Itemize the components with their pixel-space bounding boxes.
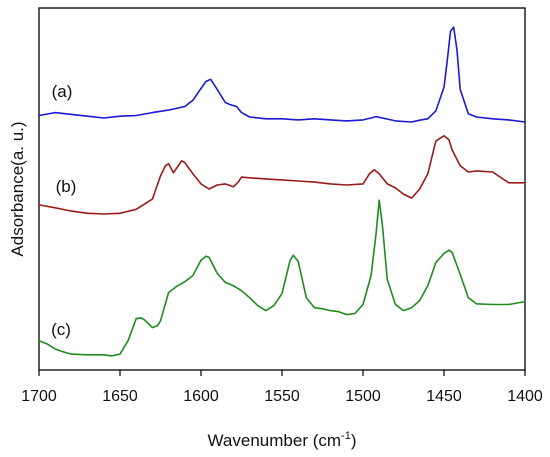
x-tick-label-1700: 1700 [21, 388, 57, 405]
series-label-b: (b) [56, 177, 77, 196]
x-tick-label-1550: 1550 [264, 388, 300, 405]
x-tick-label-1650: 1650 [102, 388, 138, 405]
x-tick-label-1500: 1500 [345, 388, 381, 405]
x-tick-label-1450: 1450 [426, 388, 462, 405]
series-line-c [38, 199, 526, 357]
plot-frame [38, 7, 526, 371]
series-line-b [38, 135, 526, 215]
series-label-c: (c) [51, 320, 71, 339]
series-line-a [38, 26, 526, 123]
series-label-a: (a) [52, 82, 73, 101]
series-layer [38, 26, 526, 357]
x-axis-title: Wavenumber (cm-1) [208, 430, 357, 450]
x-tick-label-1600: 1600 [183, 388, 219, 405]
plot-area [38, 7, 526, 371]
series-tags: (a) (b) (c) [51, 82, 76, 339]
y-axis-title: Adsorbance(a. u.) [8, 121, 27, 256]
x-axis-ticks: 1700 1650 1600 1550 1500 1450 1400 [21, 370, 543, 405]
x-tick-label-1400: 1400 [507, 388, 543, 405]
